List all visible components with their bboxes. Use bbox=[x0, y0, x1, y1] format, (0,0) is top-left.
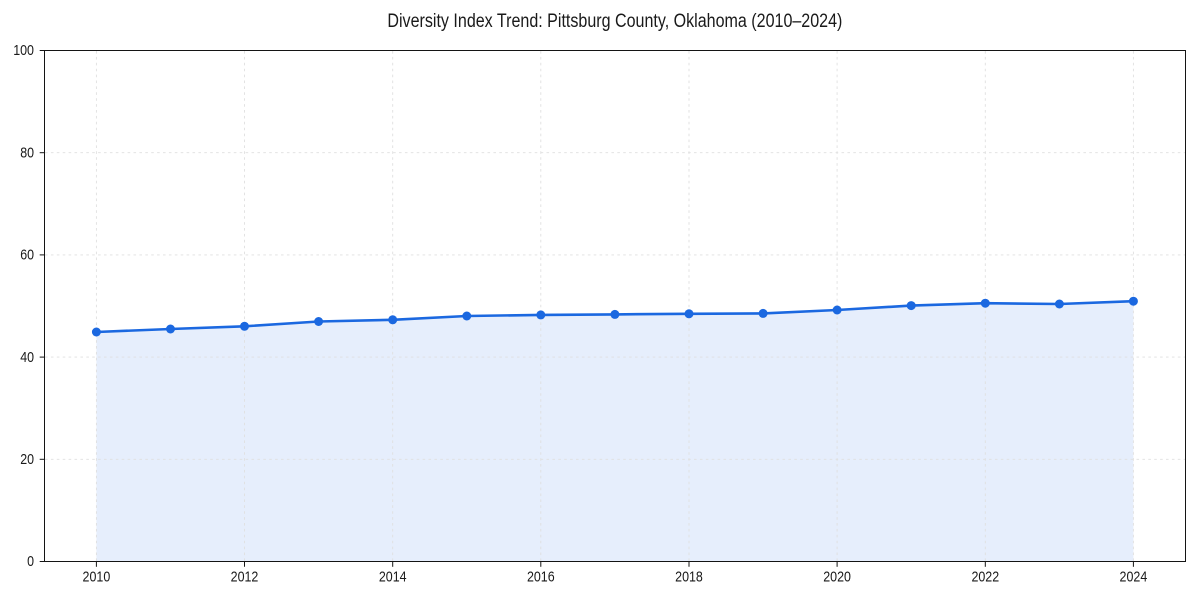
svg-text:Diversity Index Trend: Pittsbu: Diversity Index Trend: Pittsburg County,… bbox=[387, 11, 842, 32]
svg-text:2012: 2012 bbox=[231, 569, 259, 586]
svg-text:2018: 2018 bbox=[675, 569, 703, 586]
svg-text:2024: 2024 bbox=[1120, 569, 1148, 586]
svg-text:40: 40 bbox=[20, 349, 34, 366]
svg-text:2010: 2010 bbox=[83, 569, 111, 586]
svg-text:2022: 2022 bbox=[971, 569, 999, 586]
svg-text:20: 20 bbox=[20, 451, 34, 468]
svg-text:2016: 2016 bbox=[527, 569, 555, 586]
svg-text:80: 80 bbox=[20, 144, 34, 161]
svg-text:0: 0 bbox=[27, 553, 34, 570]
svg-text:100: 100 bbox=[13, 42, 34, 59]
svg-text:60: 60 bbox=[20, 247, 34, 264]
svg-text:2020: 2020 bbox=[823, 569, 851, 586]
svg-text:2014: 2014 bbox=[379, 569, 407, 586]
